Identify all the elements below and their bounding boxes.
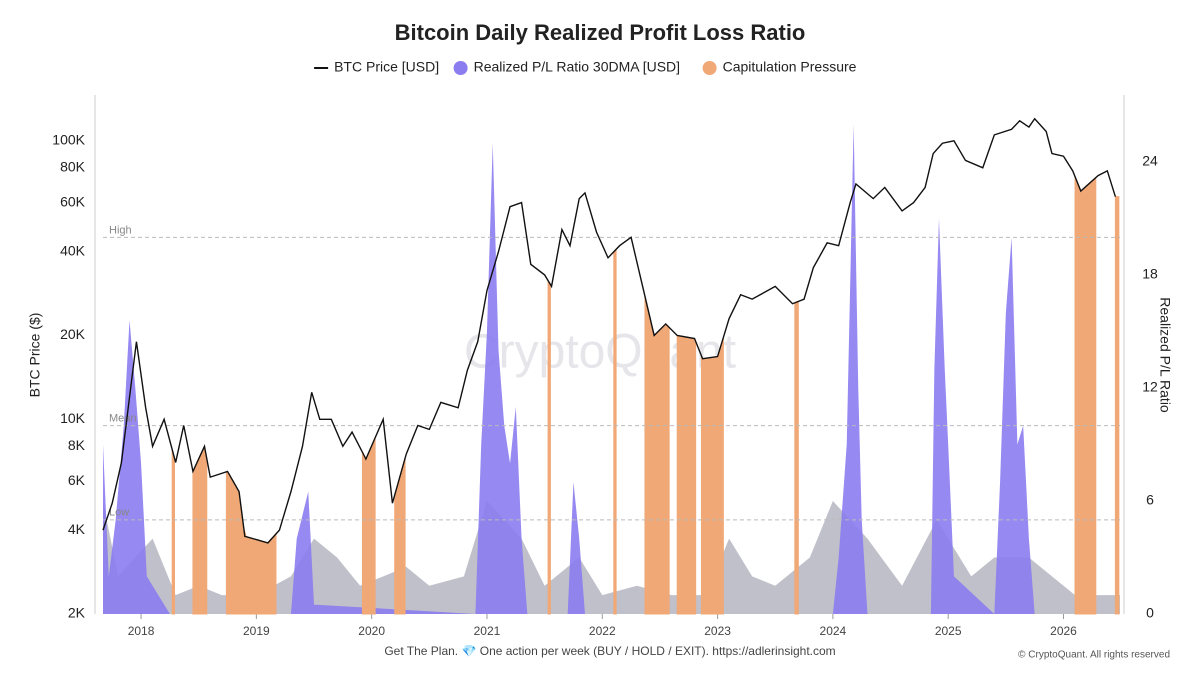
x-tick-label: 2023 xyxy=(704,624,731,638)
reference-label: Mean xyxy=(109,413,137,425)
capitulation-band xyxy=(394,458,406,615)
reference-label: Low xyxy=(109,507,129,519)
y-tick-label: 6K xyxy=(68,472,86,488)
y-tick-label: 4K xyxy=(68,521,86,537)
capitulation-band xyxy=(171,449,175,615)
capitulation-band xyxy=(547,278,551,615)
x-tick-label: 2024 xyxy=(820,624,847,638)
price-line xyxy=(102,117,1117,544)
area xyxy=(103,124,1120,615)
x-tick-label: 2021 xyxy=(474,624,501,638)
legend-label: Realized P/L Ratio 30DMA [USD] xyxy=(474,59,680,75)
legend-marker xyxy=(702,61,717,75)
capitulation-band xyxy=(192,446,208,615)
y-tick-label: 40K xyxy=(60,242,86,258)
x-tick-label: 2022 xyxy=(589,624,616,638)
legend-label: Capitulation Pressure xyxy=(723,59,857,75)
capitulation-band xyxy=(613,248,617,615)
y-tick-label: 80K xyxy=(60,158,86,174)
y2-axis-label: Realized P/L Ratio xyxy=(1157,297,1173,413)
legend-marker xyxy=(453,61,468,75)
x-tick-label: 2020 xyxy=(358,624,385,638)
capitulation-band xyxy=(1074,176,1097,615)
capitulation-band xyxy=(644,296,670,615)
chart-title: Bitcoin Daily Realized Profit Loss Ratio xyxy=(395,20,806,45)
reference-label: High xyxy=(109,224,132,236)
y-tick-label: 60K xyxy=(60,193,86,209)
legend-label: BTC Price [USD] xyxy=(334,59,439,75)
y2-tick-label: 6 xyxy=(1146,492,1154,508)
capitulation-band xyxy=(361,437,376,615)
x-tick-label: 2025 xyxy=(935,624,962,638)
y-tick-label: 20K xyxy=(60,326,86,342)
y2-tick-label: 12 xyxy=(1142,379,1158,395)
capitulation-band xyxy=(676,334,697,615)
x-tick-label: 2019 xyxy=(243,624,270,638)
y-tick-label: 2K xyxy=(68,605,86,621)
copyright: © CryptoQuant. All rights reserved xyxy=(1018,650,1170,661)
y2-tick-label: 0 xyxy=(1146,605,1154,621)
y2-tick-label: 18 xyxy=(1142,266,1158,282)
capitulation-band xyxy=(1114,196,1120,615)
x-tick-label: 2026 xyxy=(1050,624,1077,638)
footer: Get The Plan. 💎 One action per week (BUY… xyxy=(384,644,835,658)
capitulation-band xyxy=(794,300,799,615)
y2-tick-label: 24 xyxy=(1142,153,1158,169)
y-axis-label: BTC Price ($) xyxy=(27,313,43,398)
y-tick-label: 8K xyxy=(68,437,86,453)
x-tick-label: 2018 xyxy=(128,624,155,638)
y-tick-label: 100K xyxy=(52,131,85,147)
y-tick-label: 10K xyxy=(60,410,86,426)
capitulation-band xyxy=(700,337,724,615)
